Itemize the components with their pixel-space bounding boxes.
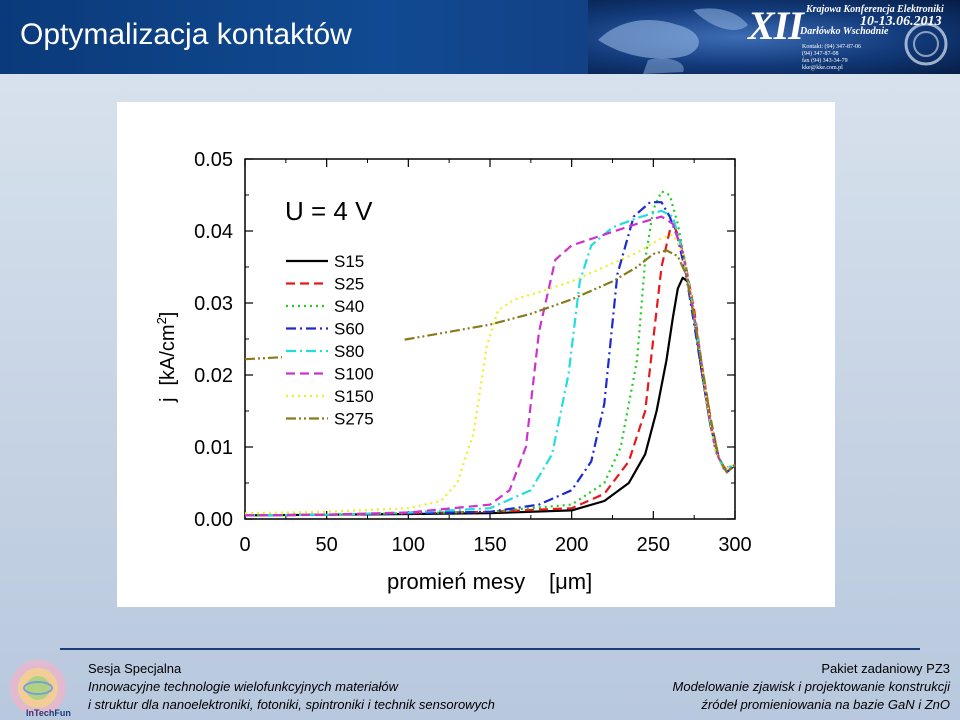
y-tick-label: 0.02 <box>194 365 233 387</box>
footer-session-line1: Innowacyjne technologie wielofunkcyjnych… <box>88 679 399 694</box>
legend: S15 S25 S40 S60 S80 S100 S150 S275 <box>282 247 404 435</box>
footer-package-line1: Modelowanie zjawisk i projektowanie kons… <box>672 679 950 694</box>
logo-contact-line: (94) 347-87-08 <box>802 51 839 57</box>
series-line-s80 <box>244 209 736 517</box>
conference-logo: XII Krajowa Konferencja Elektroniki 10-1… <box>588 0 960 74</box>
footer-session-line2: i struktur dla nanoelektroniki, fotoniki… <box>88 697 495 712</box>
footer-divider <box>60 648 920 650</box>
y-axis-label: j [kA/cm2] <box>154 312 179 403</box>
x-tick-label: 0 <box>239 534 250 556</box>
y-axis-symbol: j <box>157 398 179 403</box>
y-tick-label: 0.01 <box>194 437 233 459</box>
y-axis-unit-exponent: 2 <box>154 317 169 324</box>
legend-background <box>282 247 404 435</box>
y-axis-unit: [kA/cm <box>157 324 179 385</box>
voltage-annotation: U = 4 V <box>285 196 373 226</box>
legend-label: S60 <box>334 320 364 339</box>
x-tick-label: 200 <box>555 534 588 556</box>
footer-session-title: Sesja Specjalna <box>88 661 182 676</box>
current-density-chart: 0 50 100 150 200 250 300 0.00 0.01 0.02 0.03 0.04 0.… <box>154 149 752 594</box>
y-tick-label: 0.05 <box>194 149 233 171</box>
logo-contact-line: Kontakt: (94) 347-87-06 <box>802 44 861 50</box>
logo-contact-line: fax (94) 343-34-79 <box>802 58 848 64</box>
legend-label: S275 <box>334 410 374 429</box>
legend-label: S150 <box>334 387 374 406</box>
chart-panel: 0 50 100 150 200 250 300 0.00 0.01 0.02 0.03 0.04 0.… <box>117 102 835 607</box>
footer-package-line2: źródeł promieniowania na bazie GaN i ZnO <box>701 697 950 712</box>
y-tick-label: 0.04 <box>194 221 233 243</box>
footer-package-title: Pakiet zadaniowy PZ3 <box>821 661 950 676</box>
legend-label: S15 <box>334 252 364 271</box>
y-tick-label: 0.03 <box>194 293 233 315</box>
logo-dates: 10-13.06.2013 <box>860 14 942 29</box>
x-tick-label: 100 <box>392 534 425 556</box>
intechfun-logo <box>10 660 66 716</box>
badge-label: InTechFun <box>26 708 71 718</box>
x-axis-unit: [μm] <box>549 569 592 594</box>
logo-place: Darłówko Wschodnie <box>800 26 889 37</box>
footer-left: Sesja Specjalna Innowacyjne technologie … <box>88 660 495 714</box>
logo-contact: Kontakt: (94) 347-87-06 (94) 347-87-08 f… <box>802 44 861 72</box>
x-tick-label: 300 <box>718 534 751 556</box>
series-line-s275 <box>244 249 736 474</box>
legend-label: S40 <box>334 297 364 316</box>
logo-numeral: XII <box>748 3 804 48</box>
y-axis-label-group: j [kA/cm2] <box>154 312 179 403</box>
x-tick-label: 150 <box>473 534 506 556</box>
x-tick-label: 50 <box>316 534 338 556</box>
world-map-graphic <box>598 8 948 74</box>
slide-title: Optymalizacja kontaktów <box>20 18 352 51</box>
series-line-s100 <box>244 215 736 517</box>
y-axis-unit-close: ] <box>157 312 179 318</box>
footer-right: Pakiet zadaniowy PZ3 Modelowanie zjawisk… <box>673 660 950 714</box>
logo-conference-name: Krajowa Konferencja Elektroniki <box>806 4 944 15</box>
logo-contact-line: kke@kke.com.pl <box>802 65 843 71</box>
x-axis-label: promień mesy <box>387 569 525 594</box>
x-tick-label: 250 <box>637 534 670 556</box>
legend-label: S25 <box>334 275 364 294</box>
legend-label: S80 <box>334 342 364 361</box>
legend-label: S100 <box>334 365 374 384</box>
y-tick-label: 0.00 <box>194 509 233 531</box>
